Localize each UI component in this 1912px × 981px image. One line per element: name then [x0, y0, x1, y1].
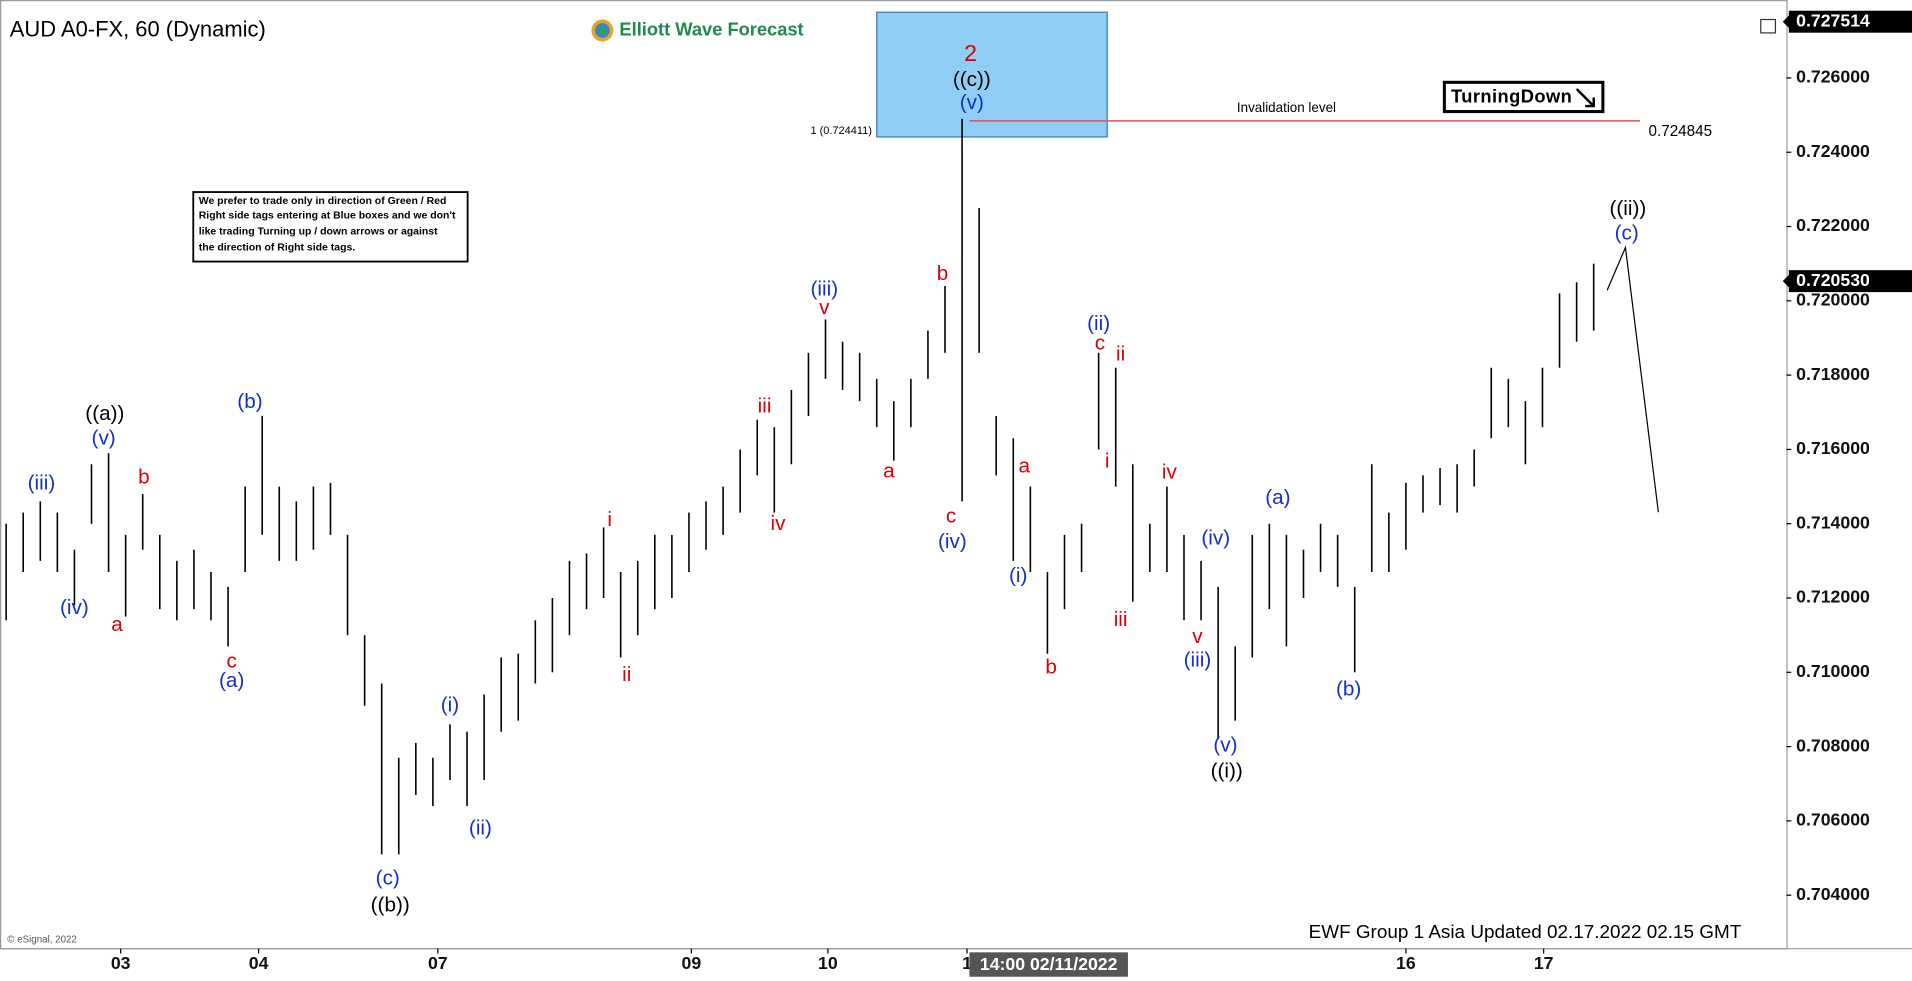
wave-label: a — [883, 459, 895, 482]
wave-label: a — [1019, 454, 1031, 477]
y-tick-label: 0.706000 — [1796, 810, 1870, 830]
y-tick-label: 0.726000 — [1796, 67, 1870, 87]
wave-label: (v) — [960, 91, 984, 114]
price-tag-arrow — [1782, 273, 1791, 289]
wave-label: ((ii)) — [1609, 197, 1646, 220]
wave-label: ii — [1116, 342, 1125, 365]
projection-path — [1606, 245, 1659, 513]
window-icon — [1760, 18, 1777, 34]
y-tick-label: 0.704000 — [1796, 884, 1870, 904]
y-tick-label: 0.720000 — [1796, 290, 1870, 310]
price-tag-label: 0.720530 — [1796, 270, 1870, 290]
wave-label: (b) — [237, 390, 262, 413]
blue-box-layer — [876, 11, 1108, 138]
tag-arrow — [1575, 88, 1595, 108]
wave-label: (i) — [1009, 564, 1027, 587]
blue-box — [876, 11, 1108, 138]
wave-label: (c) — [1615, 222, 1639, 245]
wave-label: (iv) — [938, 530, 967, 553]
x-tick-label: 07 — [428, 953, 448, 973]
wave-label: (v) — [1213, 734, 1237, 757]
x-tick-label: 10 — [818, 953, 838, 973]
wave-label: b — [937, 262, 949, 285]
wave-label: (i) — [441, 693, 459, 716]
y-tick-label: 0.708000 — [1796, 735, 1870, 755]
wave-label: (ii) — [469, 817, 492, 840]
x-tick-label: 16 — [1396, 953, 1416, 973]
y-tick-label: 0.722000 — [1796, 215, 1870, 235]
note-frame — [192, 191, 469, 263]
note-line: We prefer to trade only in direction of … — [199, 196, 447, 207]
wave-label: iv — [770, 512, 786, 535]
y-tick-label: 0.712000 — [1796, 587, 1870, 607]
x-tick-label: 1 — [962, 953, 972, 973]
note-line: Right side tags entering at Blue boxes a… — [199, 211, 456, 222]
y-tick-label: 0.716000 — [1796, 438, 1870, 458]
wave-label: ((a)) — [85, 402, 124, 425]
cursor-label-box — [969, 952, 1128, 977]
note-box: We prefer to trade only in direction of … — [192, 191, 469, 263]
wave-label: c — [1095, 331, 1105, 354]
wave-label: ii — [622, 663, 631, 686]
invalidation-value: 0.724845 — [1649, 123, 1713, 140]
wave-label: b — [1045, 656, 1057, 679]
logo-text: Elliott Wave Forecast — [619, 18, 803, 39]
logo: Elliott Wave Forecast — [591, 18, 804, 42]
wave-label: (iii) — [28, 472, 56, 495]
wave-label: v — [1192, 625, 1203, 648]
wave-label: (iii) — [1184, 648, 1212, 671]
bars — [5, 118, 1595, 855]
x-tick-label: 09 — [682, 953, 702, 973]
x-tick-label: 04 — [249, 953, 269, 973]
blue-box-label: 1 (0.724411) — [810, 125, 871, 137]
wave-label: (iii) — [811, 278, 839, 301]
wave-label: c — [946, 504, 956, 527]
wave-label: ((i)) — [1211, 759, 1243, 782]
wave-label: (a) — [219, 669, 244, 692]
wave-label: (c) — [376, 867, 400, 890]
wave-label: 2 — [964, 40, 977, 66]
wave-label: b — [138, 465, 150, 488]
wave-label: v — [819, 296, 830, 319]
logo-icon-core — [598, 26, 607, 35]
wave-label: c — [227, 650, 237, 673]
y-tick-label: 0.714000 — [1796, 512, 1870, 532]
y-tick-label: 0.724000 — [1796, 141, 1870, 161]
y-tick-label: 0.718000 — [1796, 364, 1870, 384]
price-tag-arrow — [1782, 14, 1791, 30]
wave-label: i — [607, 508, 612, 531]
x-tick-label: 03 — [111, 953, 131, 973]
cursor-label: 14:00 02/11/2022 — [980, 954, 1118, 974]
wave-label: iii — [1114, 608, 1128, 631]
price-tag-label: 0.727514 — [1796, 10, 1870, 30]
wave-label: ((b)) — [371, 893, 410, 916]
note-line: the direction of Right side tags. — [199, 242, 356, 253]
x-tick-label: 17 — [1534, 953, 1554, 973]
note-line: like trading Turning up / down arrows or… — [199, 226, 438, 237]
turning-tag: TurningDown — [1442, 80, 1605, 114]
wave-label: a — [111, 613, 123, 636]
footer: EWF Group 1 Asia Updated 02.17.2022 02.1… — [1309, 922, 1742, 943]
wave-label: (a) — [1265, 486, 1290, 509]
wave-label: i — [1105, 450, 1110, 473]
y-tick-label: 0.710000 — [1796, 661, 1870, 681]
invalidation-text: Invalidation level — [1237, 100, 1336, 115]
copyright: © eSignal, 2022 — [7, 935, 77, 946]
price-tag-box — [1788, 10, 1912, 33]
wave-label: ((c)) — [953, 68, 991, 91]
price-tag-box — [1788, 270, 1912, 293]
wave-label: (iv) — [60, 596, 89, 619]
wave-label: iv — [1162, 461, 1178, 484]
tag-frame — [1442, 80, 1605, 114]
wave-label: (b) — [1336, 678, 1361, 701]
tag-text: TurningDown — [1451, 85, 1572, 106]
wave-label: (v) — [92, 426, 116, 449]
chart-title: AUD A0-FX, 60 (Dynamic) — [10, 16, 266, 41]
wave-label: iii — [758, 395, 772, 418]
wave-label: (iv) — [1201, 526, 1230, 549]
wave-label: (ii) — [1087, 312, 1110, 335]
